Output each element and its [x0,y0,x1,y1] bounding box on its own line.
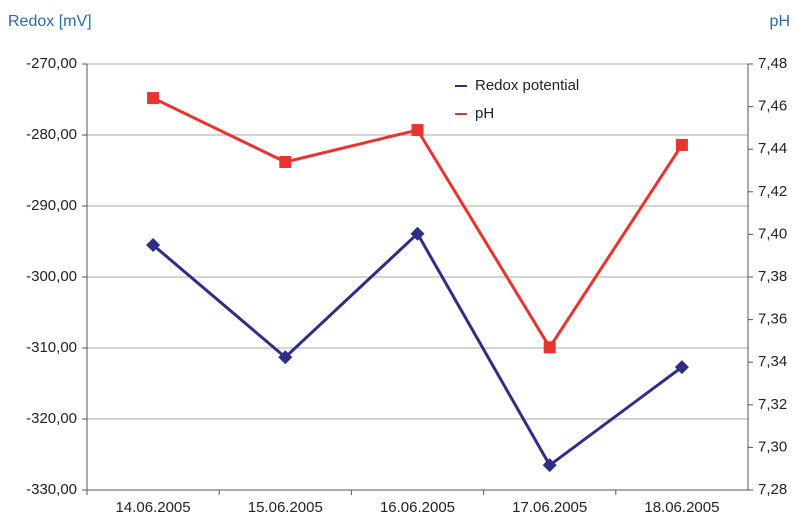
y-axis-title: Redox [mV] [8,13,92,30]
y-tick-label: -270,00 [26,55,77,72]
marker [411,124,424,137]
x-tick-label: 14.06.2005 [116,499,191,516]
y2-tick-label: 7,44 [758,140,787,157]
marker [278,350,293,365]
y2-tick-label: 7,30 [758,438,787,455]
marker [147,92,160,105]
y2-tick-label: 7,38 [758,268,787,285]
y2-tick-label: 7,32 [758,396,787,413]
marker [675,138,688,151]
marker [542,458,557,473]
y2-tick-label: 7,28 [758,481,787,498]
x-tick-label: 15.06.2005 [248,499,323,516]
y2-axis-title: pH [770,13,790,30]
y2-tick-label: 7,46 [758,98,787,115]
x-tick-label: 17.06.2005 [512,499,587,516]
y2-tick-label: 7,34 [758,353,787,370]
marker [674,360,689,375]
y-tick-label: -290,00 [26,197,77,214]
y-tick-label: -280,00 [26,126,77,143]
y-tick-label: -300,00 [26,268,77,285]
legend-label: pH [475,105,494,122]
marker [410,226,425,241]
legend-label: Redox potential [475,77,579,94]
x-tick-label: 16.06.2005 [380,499,455,516]
y2-tick-label: 7,36 [758,311,787,328]
marker [146,238,161,253]
y2-tick-label: 7,48 [758,55,787,72]
marker [279,155,292,168]
y-tick-label: -310,00 [26,339,77,356]
y2-tick-label: 7,42 [758,183,787,200]
y-tick-label: -330,00 [26,481,77,498]
x-tick-label: 18.06.2005 [644,499,719,516]
y-tick-label: -320,00 [26,410,77,427]
marker [543,341,556,354]
y2-tick-label: 7,40 [758,225,787,242]
